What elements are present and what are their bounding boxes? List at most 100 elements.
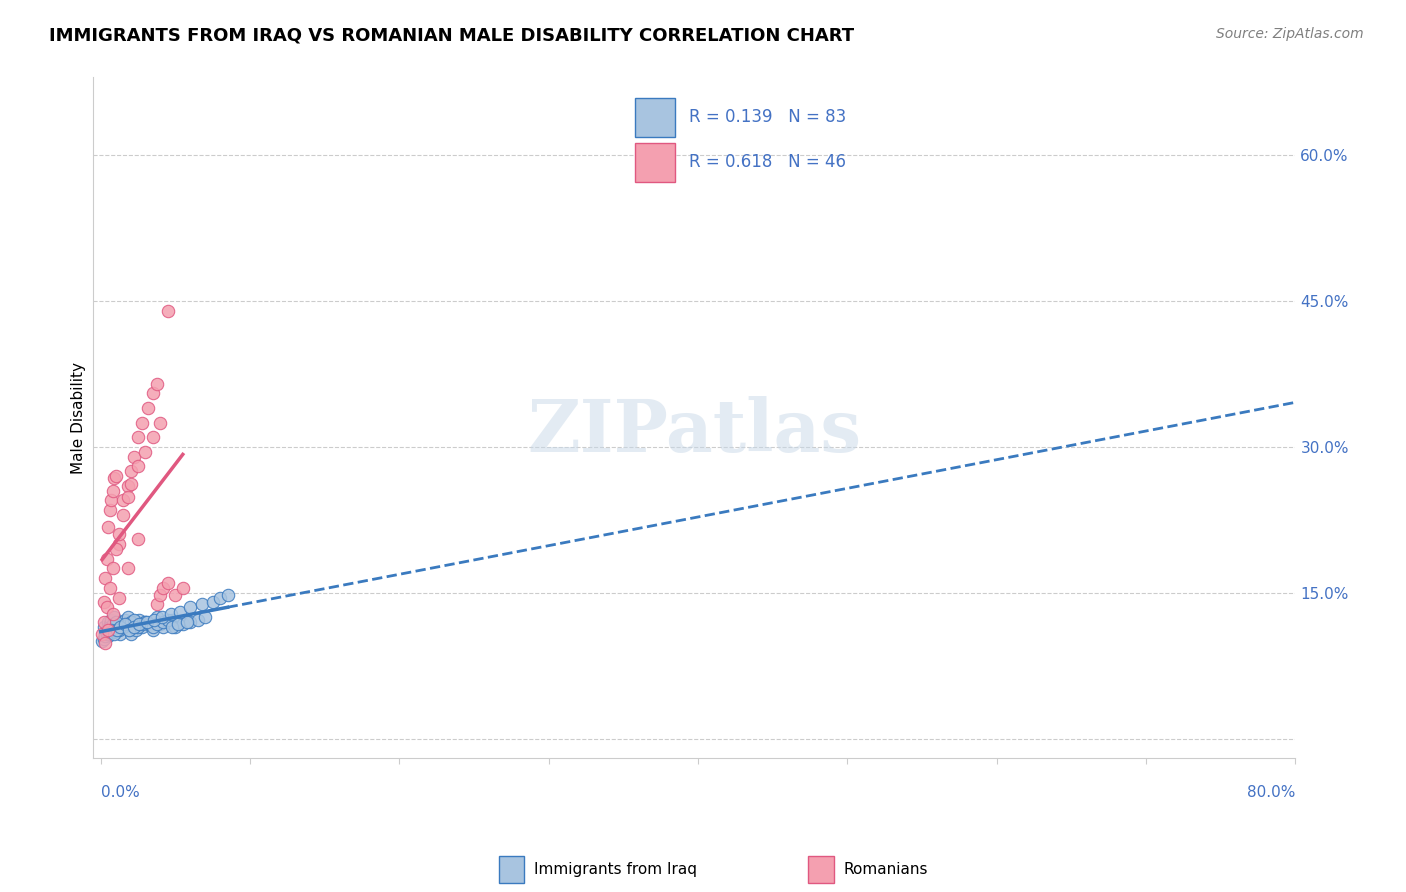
- Point: [103, 471, 125, 485]
- Point: [107, 537, 129, 551]
- Point: [187, 613, 209, 627]
- Point: [117, 491, 139, 505]
- Point: [142, 623, 165, 637]
- Point: [101, 483, 124, 498]
- Point: [101, 561, 124, 575]
- Text: IMMIGRANTS FROM IRAQ VS ROMANIAN MALE DISABILITY CORRELATION CHART: IMMIGRANTS FROM IRAQ VS ROMANIAN MALE DI…: [49, 27, 855, 45]
- Point: [176, 615, 198, 629]
- Point: [124, 615, 146, 629]
- Point: [93, 620, 115, 634]
- Point: [125, 623, 148, 637]
- Point: [122, 613, 145, 627]
- Point: [134, 444, 156, 458]
- Point: [103, 626, 125, 640]
- Text: Romanians: Romanians: [844, 863, 928, 877]
- Point: [94, 626, 117, 640]
- Point: [131, 620, 153, 634]
- Point: [96, 623, 118, 637]
- Point: [156, 613, 179, 627]
- Point: [146, 616, 169, 631]
- Point: [94, 626, 117, 640]
- Point: [98, 616, 121, 631]
- Point: [146, 610, 169, 624]
- Point: [122, 450, 145, 464]
- Point: [149, 616, 172, 631]
- Point: [167, 616, 190, 631]
- Point: [194, 610, 217, 624]
- Point: [162, 613, 184, 627]
- Point: [112, 493, 135, 508]
- Point: [112, 620, 135, 634]
- Point: [118, 623, 141, 637]
- Point: [93, 615, 115, 629]
- Point: [201, 595, 224, 609]
- Point: [107, 623, 129, 637]
- Point: [97, 623, 120, 637]
- Point: [94, 636, 117, 650]
- Point: [149, 416, 172, 430]
- Point: [142, 430, 165, 444]
- Point: [108, 626, 131, 640]
- Point: [121, 616, 143, 631]
- Point: [110, 615, 132, 629]
- Point: [142, 620, 165, 634]
- Point: [165, 620, 187, 634]
- Point: [156, 303, 179, 318]
- Text: 80.0%: 80.0%: [1247, 785, 1295, 800]
- Point: [98, 581, 121, 595]
- Point: [156, 615, 179, 629]
- Point: [191, 598, 214, 612]
- Point: [138, 616, 160, 631]
- Point: [107, 591, 129, 605]
- Point: [150, 610, 173, 624]
- Y-axis label: Male Disability: Male Disability: [72, 362, 86, 474]
- Point: [93, 632, 115, 647]
- Point: [93, 595, 115, 609]
- Point: [96, 623, 118, 637]
- Point: [127, 616, 149, 631]
- Point: [91, 634, 114, 648]
- Point: [120, 464, 142, 478]
- Point: [138, 401, 160, 415]
- Point: [172, 581, 194, 595]
- Point: [114, 616, 136, 631]
- Point: [131, 416, 153, 430]
- Point: [120, 626, 142, 640]
- Point: [152, 615, 174, 629]
- Point: [152, 581, 174, 595]
- Point: [97, 519, 120, 533]
- Point: [98, 503, 121, 517]
- Point: [112, 620, 135, 634]
- Text: Source: ZipAtlas.com: Source: ZipAtlas.com: [1216, 27, 1364, 41]
- Point: [112, 508, 135, 522]
- Point: [142, 386, 165, 401]
- Point: [104, 620, 127, 634]
- Point: [100, 623, 122, 637]
- Point: [136, 615, 159, 629]
- Point: [160, 607, 183, 621]
- Point: [128, 613, 150, 627]
- Point: [131, 616, 153, 631]
- Point: [114, 613, 136, 627]
- Point: [127, 533, 149, 547]
- Text: ZIPatlas: ZIPatlas: [527, 396, 862, 467]
- Point: [120, 615, 142, 629]
- Point: [97, 615, 120, 629]
- Point: [107, 623, 129, 637]
- Point: [104, 615, 127, 629]
- Point: [122, 620, 145, 634]
- Point: [101, 616, 124, 631]
- Point: [96, 626, 118, 640]
- Point: [105, 616, 128, 631]
- Point: [127, 620, 149, 634]
- Point: [146, 598, 169, 612]
- Point: [103, 610, 125, 624]
- Point: [105, 623, 128, 637]
- Point: [107, 527, 129, 541]
- Point: [117, 616, 139, 631]
- Text: Immigrants from Iraq: Immigrants from Iraq: [534, 863, 697, 877]
- Point: [98, 620, 121, 634]
- Point: [96, 600, 118, 615]
- Point: [108, 620, 131, 634]
- Point: [209, 591, 232, 605]
